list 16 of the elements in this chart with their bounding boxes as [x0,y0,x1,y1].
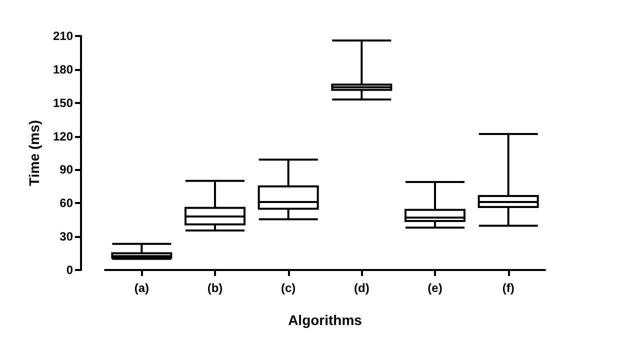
y-tick-label: 210 [52,29,74,43]
y-tick-label: 150 [52,96,74,110]
x-tick-label: (e) [428,281,442,295]
y-tick-label: 30 [60,230,74,244]
x-tick-label: (b) [207,281,223,295]
y-tick-label: 60 [60,196,74,210]
x-tick-label: (c) [280,281,296,295]
y-tick-label: 120 [52,129,74,144]
y-tick-label: 0 [66,263,74,277]
x-tick-label: (a) [134,281,150,295]
y-tick-label: 180 [52,62,74,76]
x-axis-title: Algorithms [288,312,362,328]
x-tick-label: (f) [502,281,514,295]
y-tick-label: 90 [60,162,74,177]
y-axis-title: Time (ms) [26,120,42,186]
x-tick-label: (d) [354,281,370,295]
